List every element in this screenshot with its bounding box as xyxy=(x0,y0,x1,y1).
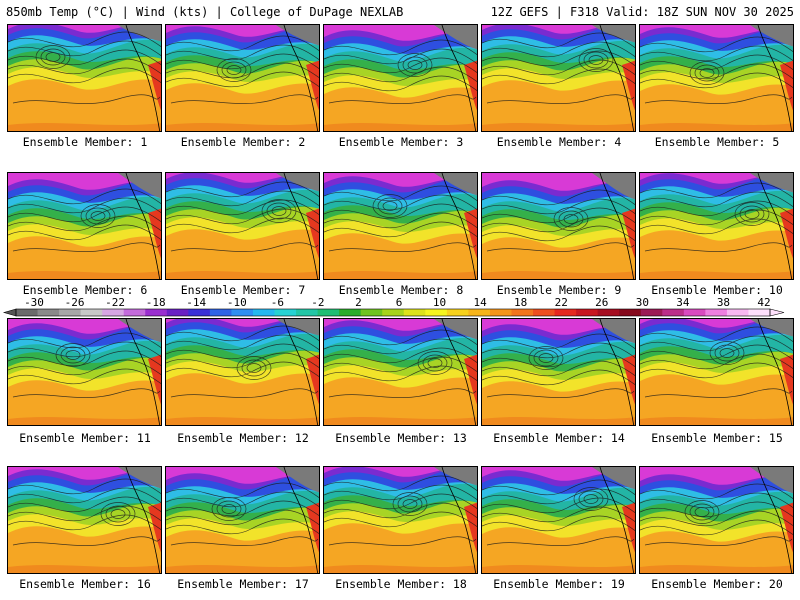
ensemble-map-panel xyxy=(323,172,478,280)
ensemble-member-label: Ensemble Member: 17 xyxy=(177,577,309,591)
ensemble-map-panel xyxy=(639,318,794,426)
colorbar-tick-label: -10 xyxy=(227,296,247,309)
colorbar-swatch xyxy=(640,309,663,316)
colorbar-swatch xyxy=(339,309,362,316)
colorbar-tick-label: -26 xyxy=(65,296,85,309)
colorbar-swatch xyxy=(16,309,39,316)
ensemble-map-panel xyxy=(165,466,320,574)
ensemble-member-label: Ensemble Member: 9 xyxy=(496,283,622,297)
ensemble-map-panel xyxy=(7,24,162,132)
ensemble-member-label: Ensemble Member: 7 xyxy=(180,283,306,297)
colorbar-tick-label: 6 xyxy=(396,296,403,309)
colorbar-swatch xyxy=(748,309,771,316)
colorbar-swatch xyxy=(360,309,383,316)
colorbar-swatch xyxy=(533,309,556,316)
ensemble-member-label: Ensemble Member: 14 xyxy=(493,431,625,445)
colorbar-swatch xyxy=(317,309,340,316)
colorbar-swatch xyxy=(102,309,125,316)
ensemble-map-panel xyxy=(165,318,320,426)
ensemble-member-label: Ensemble Member: 3 xyxy=(338,135,464,149)
ensemble-member-label: Ensemble Member: 11 xyxy=(19,431,151,445)
colorbar-tick-label: -30 xyxy=(24,296,44,309)
temperature-colorbar: -30 -26 -22 -18 -14 -10 -6 -2 2 6 10 14 18 22 26 30 34 38… xyxy=(2,296,785,317)
colorbar-swatch xyxy=(683,309,706,316)
colorbar-tick-label: -18 xyxy=(146,296,166,309)
valid-time: 12Z GEFS | F318 Valid: 18Z SUN NOV 30 20… xyxy=(490,5,794,19)
colorbar-tick-label: -2 xyxy=(311,296,324,309)
colorbar-tick-label: 26 xyxy=(595,296,608,309)
colorbar-swatch xyxy=(37,309,60,316)
colorbar-tick-label: 34 xyxy=(676,296,690,309)
ensemble-map-panel xyxy=(639,24,794,132)
colorbar-swatch xyxy=(597,309,620,316)
ensemble-map-panel xyxy=(481,172,636,280)
colorbar-swatch xyxy=(274,309,297,316)
colorbar-max-arrow xyxy=(769,308,785,317)
colorbar-tick-label: 22 xyxy=(555,296,568,309)
ensemble-member-label: Ensemble Member: 18 xyxy=(335,577,467,591)
map-title: 850mb Temp (°C) | Wind (kts) | College o… xyxy=(6,5,404,19)
ensemble-member-label: Ensemble Member: 12 xyxy=(177,431,309,445)
colorbar-swatch xyxy=(468,309,491,316)
ensemble-map-panel xyxy=(7,172,162,280)
colorbar-tick-label: 30 xyxy=(636,296,649,309)
ensemble-map-panel xyxy=(165,172,320,280)
colorbar-swatch xyxy=(705,309,728,316)
colorbar-swatch xyxy=(166,309,189,316)
colorbar-swatch xyxy=(489,309,512,316)
colorbar-swatch xyxy=(403,309,426,316)
colorbar-swatch xyxy=(123,309,146,316)
colorbar-swatch xyxy=(425,309,448,316)
colorbar-swatch xyxy=(188,309,211,316)
colorbar-swatch xyxy=(662,309,685,316)
ensemble-map-panel xyxy=(323,318,478,426)
ensemble-member-label: Ensemble Member: 6 xyxy=(22,283,148,297)
ensemble-map-panel xyxy=(323,24,478,132)
colorbar-min-arrow xyxy=(2,308,17,317)
ensemble-member-label: Ensemble Member: 15 xyxy=(651,431,783,445)
colorbar-swatch xyxy=(511,309,534,316)
ensemble-member-label: Ensemble Member: 1 xyxy=(22,135,148,149)
ensemble-member-label: Ensemble Member: 20 xyxy=(651,577,783,591)
ensemble-member-label: Ensemble Member: 10 xyxy=(651,283,783,297)
colorbar-swatch xyxy=(296,309,319,316)
colorbar-swatch xyxy=(446,309,469,316)
ensemble-map-panel xyxy=(323,466,478,574)
colorbar-swatch xyxy=(145,309,168,316)
colorbar-swatch xyxy=(576,309,599,316)
ensemble-member-label: Ensemble Member: 4 xyxy=(496,135,622,149)
ensemble-map-panel xyxy=(639,172,794,280)
colorbar-tick-label: 14 xyxy=(473,296,487,309)
colorbar-tick-label: 2 xyxy=(355,296,362,309)
colorbar-swatch xyxy=(382,309,405,316)
colorbar-tick-label: -6 xyxy=(271,296,284,309)
colorbar-swatch xyxy=(59,309,82,316)
colorbar-swatch xyxy=(252,309,276,316)
colorbar-tick-label: 38 xyxy=(717,296,730,309)
ensemble-member-label: Ensemble Member: 5 xyxy=(654,135,780,149)
colorbar-swatch xyxy=(726,309,749,316)
colorbar-swatch xyxy=(231,309,254,316)
colorbar-tick-label: 18 xyxy=(514,296,527,309)
colorbar-swatch xyxy=(209,309,232,316)
ensemble-map-panel xyxy=(639,466,794,574)
colorbar-tick-label: 42 xyxy=(757,296,770,309)
colorbar-swatch xyxy=(554,309,577,316)
colorbar-tick-label: -22 xyxy=(105,296,125,309)
ensemble-map-panel xyxy=(165,24,320,132)
ensemble-map-panel xyxy=(481,24,636,132)
ensemble-map-panel xyxy=(7,466,162,574)
ensemble-member-label: Ensemble Member: 8 xyxy=(338,283,464,297)
colorbar-tick-label: 10 xyxy=(433,296,446,309)
colorbar-tick-label: -14 xyxy=(186,296,206,309)
ensemble-map-panel xyxy=(481,466,636,574)
ensemble-member-label: Ensemble Member: 13 xyxy=(335,431,467,445)
ensemble-map-panel xyxy=(481,318,636,426)
ensemble-member-label: Ensemble Member: 19 xyxy=(493,577,625,591)
colorbar-swatch xyxy=(619,309,642,316)
ensemble-map-panel xyxy=(7,318,162,426)
colorbar-swatch xyxy=(80,309,103,316)
ensemble-member-label: Ensemble Member: 2 xyxy=(180,135,306,149)
ensemble-member-label: Ensemble Member: 16 xyxy=(19,577,151,591)
